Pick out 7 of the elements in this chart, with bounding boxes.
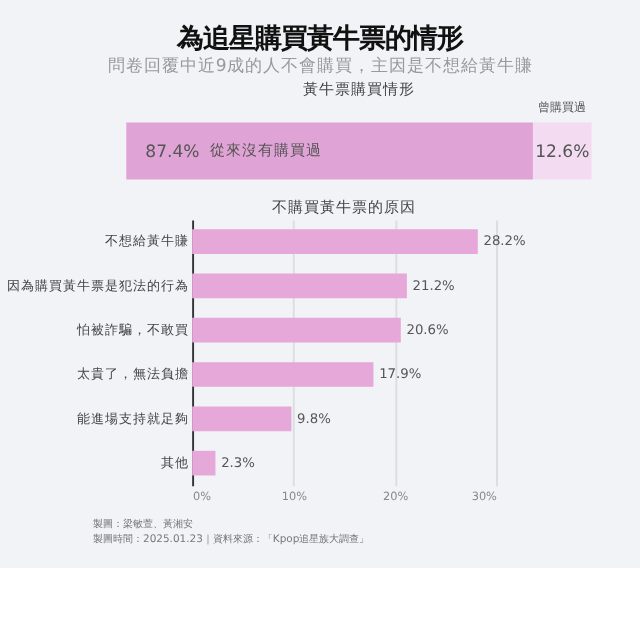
- chart-title: 不購買黃牛票的原因: [272, 197, 417, 216]
- text: 問卷回覆中近9成的人不會購買，主因是不想給黃牛賺: [107, 55, 533, 78]
- data-label: 87.4%: [145, 142, 200, 163]
- text: 為追星購買黃牛票的情形: [175, 24, 464, 55]
- data-label: 12.6%: [535, 142, 590, 163]
- chart-title: 黃牛票購買情形: [302, 80, 415, 99]
- series-label: 從來沒有購買過: [209, 140, 322, 159]
